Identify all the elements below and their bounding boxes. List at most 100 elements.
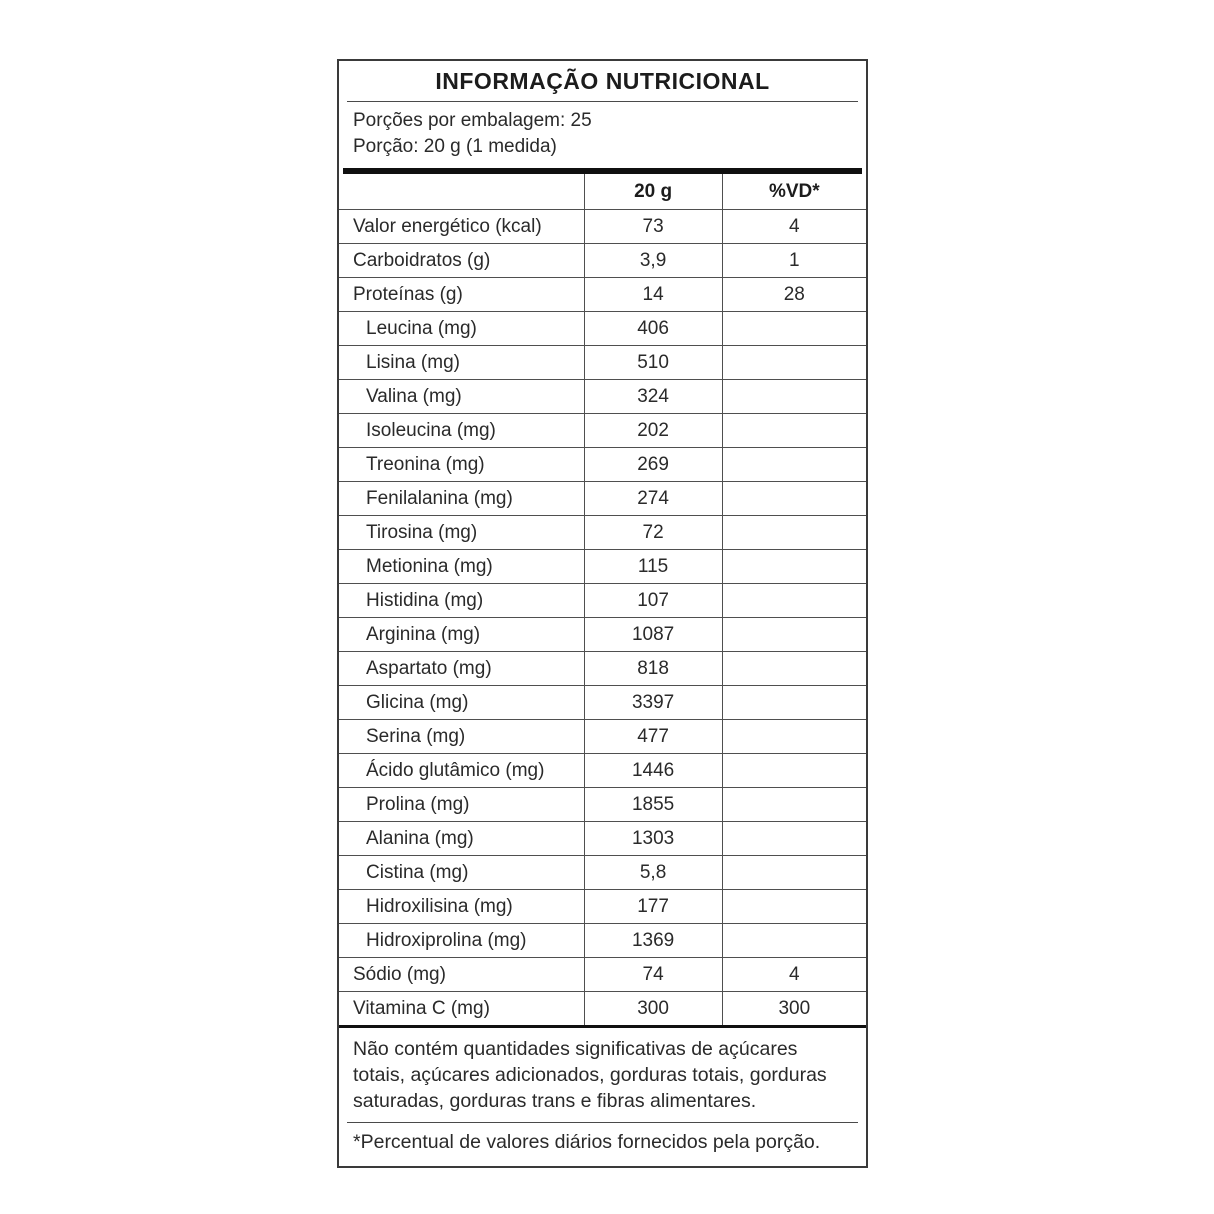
row-amount: 72 bbox=[583, 515, 723, 550]
row-amount: 1087 bbox=[583, 617, 723, 652]
table-row: Aspartato (mg) 818 bbox=[339, 651, 866, 686]
row-amount: 1446 bbox=[583, 753, 723, 788]
table-row: Serina (mg) 477 bbox=[339, 719, 866, 754]
row-daily-value bbox=[721, 651, 866, 686]
row-daily-value: 4 bbox=[721, 209, 866, 244]
nutrient-table-body: Valor energético (kcal) 73 4 Carboidratos (… bbox=[339, 209, 866, 1025]
row-daily-value bbox=[721, 413, 866, 448]
row-label: Isoleucina (mg) bbox=[339, 413, 585, 448]
row-amount: 5,8 bbox=[583, 855, 723, 890]
serving-info: Porções por embalagem: 25 Porção: 20 g (… bbox=[339, 102, 866, 168]
row-daily-value bbox=[721, 787, 866, 822]
table-bottom-divider bbox=[339, 1025, 866, 1028]
row-label: Alanina (mg) bbox=[339, 821, 585, 856]
row-amount: 510 bbox=[583, 345, 723, 380]
table-row: Vitamina C (mg) 300 300 bbox=[339, 991, 866, 1025]
header-dv-column: %VD* bbox=[721, 174, 866, 210]
table-row: Lisina (mg) 510 bbox=[339, 345, 866, 380]
row-label: Hidroxiprolina (mg) bbox=[339, 923, 585, 958]
dv-footnote: *Percentual de valores diários fornecido… bbox=[353, 1131, 821, 1153]
row-amount: 269 bbox=[583, 447, 723, 482]
table-row: Tirosina (mg) 72 bbox=[339, 515, 866, 550]
table-row: Hidroxiprolina (mg) 1369 bbox=[339, 923, 866, 958]
table-row: Prolina (mg) 1855 bbox=[339, 787, 866, 822]
panel-title: INFORMAÇÃO NUTRICIONAL bbox=[435, 67, 770, 94]
table-row: Leucina (mg) 406 bbox=[339, 311, 866, 346]
row-label: Lisina (mg) bbox=[339, 345, 585, 380]
table-row: Arginina (mg) 1087 bbox=[339, 617, 866, 652]
header-row: 20 g %VD* bbox=[339, 174, 866, 210]
table-row: Treonina (mg) 269 bbox=[339, 447, 866, 482]
row-label: Cistina (mg) bbox=[339, 855, 585, 890]
row-label: Treonina (mg) bbox=[339, 447, 585, 482]
row-amount: 115 bbox=[583, 549, 723, 584]
row-amount: 3397 bbox=[583, 685, 723, 720]
row-daily-value bbox=[721, 447, 866, 482]
table-row: Carboidratos (g) 3,9 1 bbox=[339, 243, 866, 278]
row-daily-value bbox=[721, 311, 866, 346]
row-label: Serina (mg) bbox=[339, 719, 585, 754]
row-amount: 477 bbox=[583, 719, 723, 754]
row-label: Metionina (mg) bbox=[339, 549, 585, 584]
title-separator-line bbox=[347, 101, 858, 102]
nutrition-facts-panel: INFORMAÇÃO NUTRICIONAL Porções por embal… bbox=[337, 59, 868, 1168]
row-amount: 1369 bbox=[583, 923, 723, 958]
row-label: Glicina (mg) bbox=[339, 685, 585, 720]
row-daily-value bbox=[721, 821, 866, 856]
table-row: Valor energético (kcal) 73 4 bbox=[339, 209, 866, 244]
table-row: Sódio (mg) 74 4 bbox=[339, 957, 866, 992]
row-daily-value bbox=[721, 923, 866, 958]
row-daily-value: 4 bbox=[721, 957, 866, 992]
row-label: Fenilalanina (mg) bbox=[339, 481, 585, 516]
nutrient-table-header: 20 g %VD* bbox=[339, 174, 866, 210]
row-amount: 107 bbox=[583, 583, 723, 618]
row-daily-value bbox=[721, 481, 866, 516]
row-daily-value bbox=[721, 515, 866, 550]
row-amount: 406 bbox=[583, 311, 723, 346]
row-label: Valina (mg) bbox=[339, 379, 585, 414]
table-row: Proteínas (g) 14 28 bbox=[339, 277, 866, 312]
row-amount: 14 bbox=[583, 277, 723, 312]
row-amount: 177 bbox=[583, 889, 723, 924]
row-label: Sódio (mg) bbox=[339, 957, 585, 992]
table-row: Cistina (mg) 5,8 bbox=[339, 855, 866, 890]
row-label: Aspartato (mg) bbox=[339, 651, 585, 686]
table-row: Fenilalanina (mg) 274 bbox=[339, 481, 866, 516]
row-amount: 1855 bbox=[583, 787, 723, 822]
row-label: Histidina (mg) bbox=[339, 583, 585, 618]
row-amount: 3,9 bbox=[583, 243, 723, 278]
row-daily-value bbox=[721, 685, 866, 720]
no-significant-note: Não contém quantidades significativas de… bbox=[353, 1038, 827, 1112]
row-amount: 324 bbox=[583, 379, 723, 414]
row-amount: 74 bbox=[583, 957, 723, 992]
table-row: Histidina (mg) 107 bbox=[339, 583, 866, 618]
header-amount-column: 20 g bbox=[583, 174, 723, 210]
row-daily-value bbox=[721, 889, 866, 924]
row-label: Hidroxilisina (mg) bbox=[339, 889, 585, 924]
row-label: Ácido glutâmico (mg) bbox=[339, 753, 585, 788]
row-daily-value bbox=[721, 583, 866, 618]
row-daily-value bbox=[721, 549, 866, 584]
table-row: Hidroxilisina (mg) 177 bbox=[339, 889, 866, 924]
panel-title-row: INFORMAÇÃO NUTRICIONAL bbox=[339, 61, 866, 101]
row-daily-value: 1 bbox=[721, 243, 866, 278]
row-label: Leucina (mg) bbox=[339, 311, 585, 346]
table-row: Alanina (mg) 1303 bbox=[339, 821, 866, 856]
table-row: Isoleucina (mg) 202 bbox=[339, 413, 866, 448]
row-daily-value bbox=[721, 379, 866, 414]
row-amount: 274 bbox=[583, 481, 723, 516]
serving-size: Porção: 20 g (1 medida) bbox=[353, 136, 557, 157]
row-label: Vitamina C (mg) bbox=[339, 991, 585, 1025]
row-daily-value bbox=[721, 617, 866, 652]
row-daily-value: 300 bbox=[721, 991, 866, 1025]
row-amount: 202 bbox=[583, 413, 723, 448]
table-row: Ácido glutâmico (mg) 1446 bbox=[339, 753, 866, 788]
row-label: Carboidratos (g) bbox=[339, 243, 585, 278]
table-row: Metionina (mg) 115 bbox=[339, 549, 866, 584]
row-amount: 818 bbox=[583, 651, 723, 686]
footnote-separator-line bbox=[347, 1122, 858, 1123]
row-label: Proteínas (g) bbox=[339, 277, 585, 312]
row-daily-value bbox=[721, 753, 866, 788]
row-daily-value bbox=[721, 345, 866, 380]
row-daily-value bbox=[721, 855, 866, 890]
